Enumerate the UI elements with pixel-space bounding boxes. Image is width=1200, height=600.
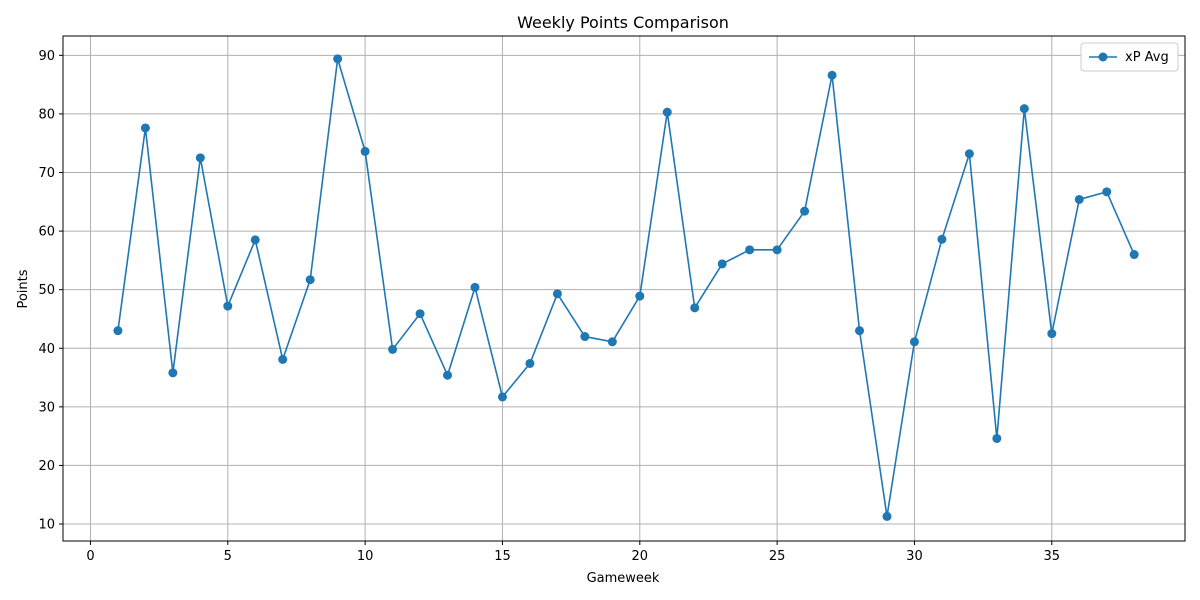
legend-label: xP Avg bbox=[1125, 50, 1169, 65]
series-line bbox=[117, 58, 1135, 518]
data-point bbox=[443, 370, 453, 380]
data-point bbox=[662, 107, 672, 117]
data-point bbox=[305, 275, 315, 285]
data-point bbox=[855, 326, 865, 336]
data-point bbox=[1129, 250, 1139, 260]
x-axis-label: Gameweek bbox=[587, 571, 660, 586]
y-tick-label: 60 bbox=[38, 225, 55, 240]
data-point bbox=[333, 54, 343, 64]
data-point bbox=[607, 337, 617, 347]
y-tick-label: 70 bbox=[38, 166, 55, 181]
data-point bbox=[388, 344, 398, 354]
y-tick-label: 30 bbox=[38, 400, 55, 415]
data-point bbox=[1102, 187, 1112, 197]
data-point bbox=[827, 70, 837, 80]
x-tick-label: 25 bbox=[769, 549, 786, 564]
x-tick-label: 35 bbox=[1044, 549, 1061, 564]
data-point bbox=[360, 146, 370, 156]
data-point bbox=[113, 326, 123, 336]
data-point bbox=[580, 332, 590, 342]
data-point bbox=[168, 368, 178, 378]
data-point bbox=[909, 337, 919, 347]
data-point bbox=[140, 123, 150, 133]
y-tick-label: 90 bbox=[38, 49, 55, 64]
x-tick-label: 10 bbox=[357, 549, 374, 564]
x-tick-label: 15 bbox=[494, 549, 511, 564]
plot-frame bbox=[62, 35, 1186, 542]
legend: xP Avg bbox=[1080, 42, 1179, 72]
data-point bbox=[552, 289, 562, 299]
data-point bbox=[635, 291, 645, 301]
y-tick-label: 50 bbox=[38, 283, 55, 298]
data-point bbox=[415, 309, 425, 319]
data-point bbox=[1047, 329, 1057, 339]
y-axis-label: Points bbox=[16, 269, 31, 308]
data-point bbox=[882, 511, 892, 521]
legend-box bbox=[1080, 42, 1179, 72]
y-tick-label: 20 bbox=[38, 459, 55, 474]
data-point bbox=[992, 433, 1002, 443]
data-point bbox=[772, 245, 782, 255]
data-point bbox=[1019, 104, 1029, 114]
data-point bbox=[690, 303, 700, 313]
data-point bbox=[195, 153, 205, 163]
data-point bbox=[964, 149, 974, 159]
y-tick-label: 10 bbox=[38, 518, 55, 533]
legend-marker-sample bbox=[1098, 52, 1108, 62]
data-point bbox=[223, 301, 233, 311]
data-point bbox=[937, 234, 947, 244]
data-series bbox=[113, 54, 1139, 521]
axis-ticks: 0 5 10 15 20 25 30 35 10 20 30 40 50 60 70 80 90 bbox=[38, 49, 1060, 564]
data-point bbox=[470, 282, 480, 292]
y-tick-label: 40 bbox=[38, 342, 55, 357]
data-point bbox=[745, 245, 755, 255]
x-tick-label: 0 bbox=[86, 549, 94, 564]
data-point bbox=[278, 354, 288, 364]
data-point bbox=[497, 392, 507, 402]
x-tick-label: 20 bbox=[632, 549, 649, 564]
y-tick-label: 80 bbox=[38, 107, 55, 122]
data-point bbox=[250, 235, 260, 245]
data-point bbox=[717, 259, 727, 269]
gridlines bbox=[63, 36, 1185, 541]
data-point bbox=[800, 206, 810, 216]
data-point bbox=[1074, 194, 1084, 204]
chart-title: Weekly Points Comparison bbox=[517, 13, 729, 32]
x-tick-label: 5 bbox=[224, 549, 232, 564]
x-tick-label: 30 bbox=[906, 549, 923, 564]
data-point bbox=[525, 358, 535, 368]
